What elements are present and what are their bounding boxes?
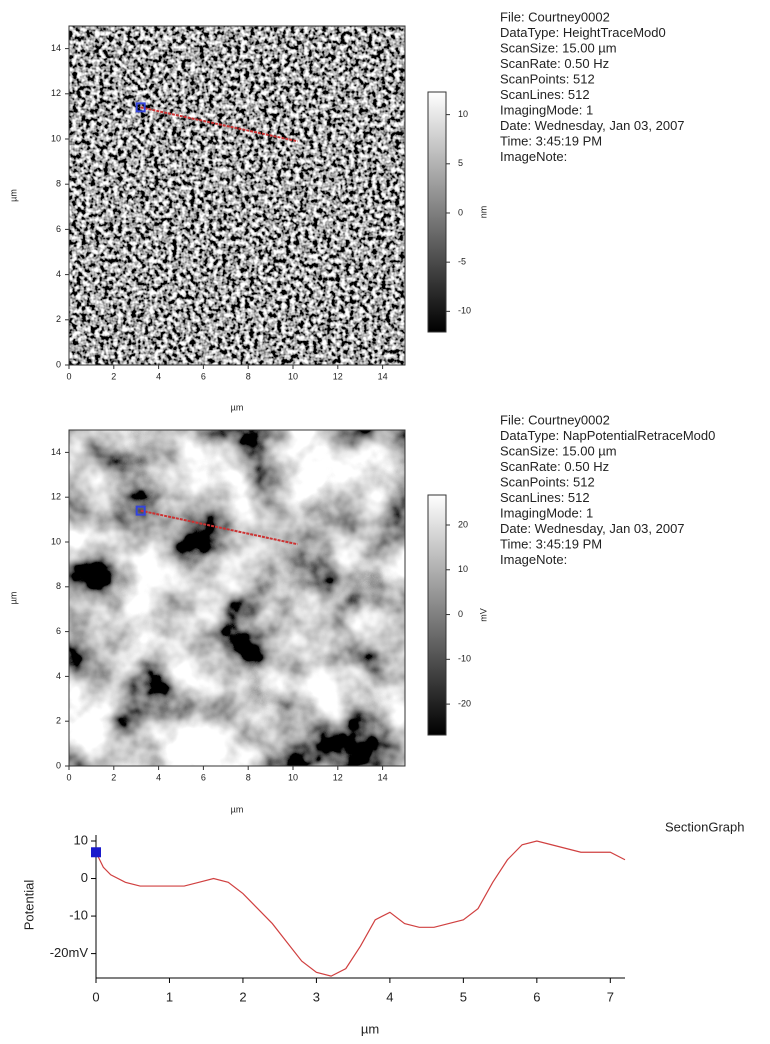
y-tick-label: 8 (56, 179, 61, 189)
x-tick-label: 14 (378, 371, 388, 381)
x-tick-label: 6 (533, 989, 540, 1004)
info-line: File: Courtney0002 (500, 412, 610, 427)
x-tick-label: 2 (111, 772, 116, 782)
y-tick-label: 2 (56, 314, 61, 324)
y-tick-label: -20mV (50, 945, 89, 960)
colorbar-tick-label: 20 (458, 519, 468, 529)
y-axis-label: µm (8, 189, 18, 202)
section-line (140, 106, 298, 143)
x-tick-label: 4 (156, 772, 161, 782)
x-tick-label: 8 (246, 772, 251, 782)
image-frame (68, 25, 406, 366)
info-line: ScanLines: 512 (500, 87, 590, 102)
info-line: File: Courtney0002 (500, 9, 610, 24)
colorbar-tick-label: -5 (458, 257, 466, 267)
x-tick-label: 0 (66, 371, 71, 381)
y-tick-label: 4 (56, 269, 61, 279)
info-line: ImagingMode: 1 (500, 102, 593, 117)
info-line: ImageNote: (500, 149, 567, 164)
colorbar-tick-label: -20 (458, 698, 471, 708)
info-line: DataType: HeightTraceMod0 (500, 25, 666, 40)
section-marker (135, 102, 146, 113)
info-line: ScanLines: 512 (500, 490, 590, 505)
x-tick-label: 12 (333, 772, 343, 782)
x-tick-label: 4 (156, 371, 161, 381)
y-tick-label: 0 (56, 359, 61, 369)
cursor-marker (91, 847, 101, 858)
info-line: Time: 3:45:19 PM (500, 536, 602, 551)
info-line: DataType: NapPotentialRetraceMod0 (500, 428, 715, 443)
colorbar-tick-label: 10 (458, 109, 468, 119)
colorbar-label: mV (478, 608, 488, 622)
info-line: ScanPoints: 512 (500, 474, 595, 489)
x-axis-label: µm (231, 402, 244, 412)
y-axis-label: Potential (21, 880, 36, 931)
graph-title: SectionGraph (665, 819, 745, 834)
y-tick-label: 6 (56, 224, 61, 234)
colorbar (427, 494, 447, 736)
afm-image (69, 430, 405, 766)
info-line: ScanRate: 0.50 Hz (500, 56, 609, 71)
y-tick-label: 6 (56, 626, 61, 636)
y-tick-label: 12 (51, 88, 61, 98)
x-tick-label: 2 (111, 371, 116, 381)
info-line: Date: Wednesday, Jan 03, 2007 (500, 118, 685, 133)
image-frame (68, 429, 406, 767)
colorbar-tick-label: 5 (458, 158, 463, 168)
info-line: ImageNote: (500, 552, 567, 567)
section-line (140, 509, 298, 546)
y-tick-label: 10 (51, 536, 61, 546)
x-tick-label: 7 (607, 989, 614, 1004)
colorbar-tick-label: -10 (458, 654, 471, 664)
info-line: ScanSize: 15.00 µm (500, 443, 617, 458)
x-tick-label: 3 (313, 989, 320, 1004)
colorbar-tick-label: -10 (458, 306, 471, 316)
y-tick-label: 0 (81, 870, 88, 885)
x-tick-label: 14 (378, 772, 388, 782)
x-axis-label: µm (231, 804, 244, 814)
y-tick-label: 10 (51, 133, 61, 143)
y-axis-label: µm (8, 592, 18, 605)
x-tick-label: 0 (92, 989, 99, 1004)
x-tick-label: 5 (460, 989, 467, 1004)
y-tick-label: 14 (51, 43, 61, 53)
x-tick-label: 6 (201, 371, 206, 381)
x-tick-label: 8 (246, 371, 251, 381)
info-line: Date: Wednesday, Jan 03, 2007 (500, 521, 685, 536)
info-line: ScanPoints: 512 (500, 71, 595, 86)
y-tick-label: 12 (51, 492, 61, 502)
colorbar-tick-label: 0 (458, 609, 463, 619)
colorbar-tick-label: 0 (458, 207, 463, 217)
afm-image (69, 26, 405, 365)
x-tick-label: 6 (201, 772, 206, 782)
info-line: ScanSize: 15.00 µm (500, 40, 617, 55)
x-tick-label: 10 (288, 772, 298, 782)
colorbar (427, 91, 447, 333)
y-tick-label: -10 (69, 908, 88, 923)
x-tick-label: 4 (386, 989, 393, 1004)
y-tick-label: 10 (74, 832, 88, 847)
section-marker (135, 505, 146, 516)
y-tick-label: 0 (56, 760, 61, 770)
y-tick-label: 4 (56, 671, 61, 681)
x-tick-label: 1 (166, 989, 173, 1004)
y-tick-label: 8 (56, 581, 61, 591)
section-curve (95, 840, 626, 977)
info-line: ImagingMode: 1 (500, 505, 593, 520)
x-tick-label: 12 (333, 371, 343, 381)
y-tick-label: 14 (51, 447, 61, 457)
colorbar-tick-label: 10 (458, 564, 468, 574)
x-tick-label: 0 (66, 772, 71, 782)
x-tick-label: 2 (239, 989, 246, 1004)
info-line: Time: 3:45:19 PM (500, 133, 602, 148)
y-tick-label: 2 (56, 716, 61, 726)
colorbar-label: nm (478, 206, 488, 219)
x-tick-label: 10 (288, 371, 298, 381)
x-axis-label: µm (361, 1021, 379, 1036)
info-line: ScanRate: 0.50 Hz (500, 459, 609, 474)
